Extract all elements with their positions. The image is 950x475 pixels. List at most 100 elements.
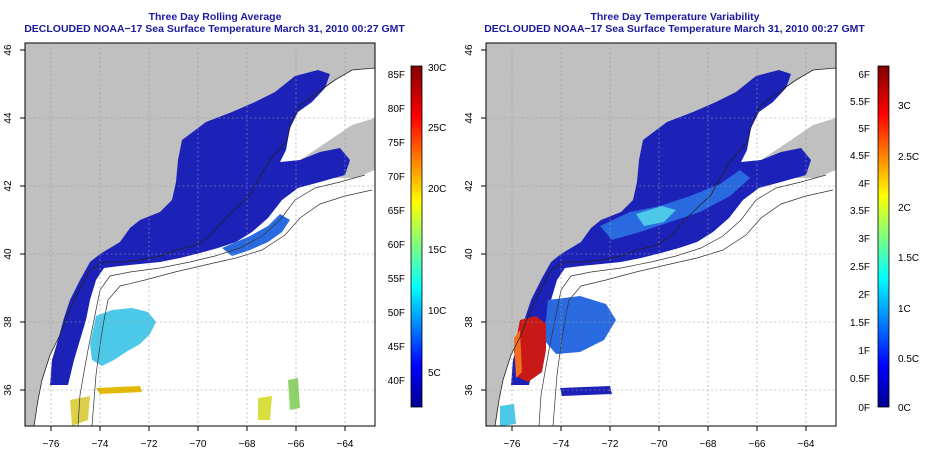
right-map-frame bbox=[485, 42, 837, 427]
right-cb-f-2: 2F bbox=[858, 290, 870, 301]
right-colorbar: 6F 5.5F 5F 4.5F 4F 3.5F 3F 2.5F 2F 1.5F … bbox=[850, 65, 919, 414]
right-cb-c-2-5: 2.5C bbox=[898, 152, 919, 163]
left-lat-tick-38: 38 bbox=[3, 316, 25, 328]
left-cb-f-85: 85F bbox=[388, 70, 405, 81]
right-cb-f-4: 4F bbox=[858, 179, 870, 190]
left-cb-f-80: 80F bbox=[388, 104, 405, 115]
svg-text:46: 46 bbox=[3, 44, 14, 56]
right-cb-c-0-5: 0.5C bbox=[898, 354, 919, 365]
right-var-mid-blue-band bbox=[600, 170, 750, 240]
right-lat-tick-40: 40 bbox=[464, 248, 486, 260]
left-map-title: Three Day Rolling Average bbox=[148, 11, 282, 23]
left-lon-tick-66: −66 bbox=[288, 426, 305, 450]
svg-text:38: 38 bbox=[464, 316, 475, 328]
right-lon-tick-74: −74 bbox=[553, 426, 570, 450]
left-sst-dark-blue bbox=[50, 70, 350, 385]
left-lon-tick-70: −70 bbox=[190, 426, 207, 450]
right-lat-tick-44: 44 bbox=[464, 112, 486, 124]
left-sst-warm-patch bbox=[70, 396, 90, 426]
left-cb-c-25: 25C bbox=[428, 123, 446, 134]
right-cb-f-0-5: 0.5F bbox=[850, 374, 870, 385]
left-sst-mid-blue bbox=[222, 214, 290, 256]
svg-text:−66: −66 bbox=[288, 439, 305, 450]
left-sst-green-patch bbox=[288, 378, 300, 410]
left-lat-tick-44: 44 bbox=[3, 112, 25, 124]
right-lon-tick-66: −66 bbox=[749, 426, 766, 450]
left-deep-contour bbox=[91, 189, 373, 426]
left-lon-tick-64: −64 bbox=[337, 426, 354, 450]
right-cb-f-5: 5F bbox=[858, 124, 870, 135]
right-colorbar-fahrenheit-labels: 6F 5.5F 5F 4.5F 4F 3.5F 3F 2.5F 2F 1.5F … bbox=[850, 70, 870, 414]
right-cb-f-0: 0F bbox=[858, 403, 870, 414]
left-cb-f-55: 55F bbox=[388, 274, 405, 285]
right-colorbar-gradient bbox=[877, 65, 890, 408]
right-cb-f-5-5: 5.5F bbox=[850, 97, 870, 108]
svg-text:46: 46 bbox=[464, 44, 475, 56]
left-sst-warm-streak bbox=[96, 386, 142, 394]
svg-text:44: 44 bbox=[464, 112, 475, 124]
right-lon-tick-68: −68 bbox=[700, 426, 717, 450]
svg-text:−72: −72 bbox=[602, 439, 619, 450]
left-colorbar-gradient bbox=[410, 65, 423, 408]
left-cb-c-20: 20C bbox=[428, 184, 446, 195]
svg-text:−64: −64 bbox=[337, 439, 354, 450]
right-lon-tick-70: −70 bbox=[651, 426, 668, 450]
svg-text:−64: −64 bbox=[798, 439, 815, 450]
left-cb-f-40: 40F bbox=[388, 376, 405, 387]
svg-text:42: 42 bbox=[3, 180, 14, 192]
right-lat-tick-36: 36 bbox=[464, 384, 486, 396]
right-lat-ticks: 36 38 40 42 44 46 bbox=[464, 44, 486, 396]
left-cb-c-5: 5C bbox=[428, 368, 441, 379]
right-lon-tick-76: −76 bbox=[504, 426, 521, 450]
svg-text:−76: −76 bbox=[43, 439, 60, 450]
left-gridlines bbox=[25, 43, 375, 426]
right-var-dark-blue bbox=[511, 70, 811, 385]
right-cb-c-2: 2C bbox=[898, 203, 911, 214]
left-colorbar-celsius-labels: 30C 25C 20C 15C 10C 5C bbox=[428, 63, 446, 379]
left-lon-tick-76: −76 bbox=[43, 426, 60, 450]
right-map-subtitle: DECLOUDED NOAA−17 Sea Surface Temperatur… bbox=[484, 23, 865, 35]
left-sst-yellow-patch bbox=[258, 396, 272, 420]
right-colorbar-celsius-labels: 3C 2.5C 2C 1.5C 1C 0.5C 0C bbox=[898, 101, 919, 414]
left-cb-f-45: 45F bbox=[388, 342, 405, 353]
right-var-cyan-patch bbox=[636, 206, 676, 226]
left-map bbox=[25, 43, 375, 426]
left-lat-ticks: 36 38 40 42 44 46 bbox=[3, 44, 25, 396]
right-lon-tick-64: −64 bbox=[798, 426, 815, 450]
right-cb-f-4-5: 4.5F bbox=[850, 151, 870, 162]
svg-text:42: 42 bbox=[464, 180, 475, 192]
right-lat-tick-38: 38 bbox=[464, 316, 486, 328]
svg-text:−70: −70 bbox=[190, 439, 207, 450]
left-cb-f-60: 60F bbox=[388, 240, 405, 251]
svg-text:−70: −70 bbox=[651, 439, 668, 450]
svg-text:36: 36 bbox=[464, 384, 475, 396]
right-cb-f-3: 3F bbox=[858, 234, 870, 245]
left-map-subtitle: DECLOUDED NOAA−17 Sea Surface Temperatur… bbox=[24, 23, 405, 35]
left-lat-tick-42: 42 bbox=[3, 180, 25, 192]
left-colorbar-fahrenheit-labels: 85F 80F 75F 70F 65F 60F 55F 50F 45F 40F bbox=[388, 70, 405, 387]
svg-text:−68: −68 bbox=[239, 439, 256, 450]
left-cb-f-75: 75F bbox=[388, 138, 405, 149]
left-colorbar: 85F 80F 75F 70F 65F 60F 55F 50F 45F 40F … bbox=[388, 63, 446, 408]
svg-text:−74: −74 bbox=[92, 439, 109, 450]
right-var-offshore-blue bbox=[560, 386, 612, 396]
right-deep-contour bbox=[552, 189, 834, 426]
left-cb-c-30: 30C bbox=[428, 63, 446, 74]
left-lat-tick-46: 46 bbox=[3, 44, 25, 56]
left-cb-f-50: 50F bbox=[388, 308, 405, 319]
right-cb-c-1: 1C bbox=[898, 304, 911, 315]
svg-text:36: 36 bbox=[3, 384, 14, 396]
right-lat-tick-46: 46 bbox=[464, 44, 486, 56]
left-lon-tick-72: −72 bbox=[141, 426, 158, 450]
right-map bbox=[486, 43, 836, 426]
left-lon-tick-74: −74 bbox=[92, 426, 109, 450]
right-lon-ticks: −76 −74 −72 −70 −68 −66 −64 bbox=[504, 426, 815, 450]
right-gridlines bbox=[486, 43, 836, 426]
svg-text:44: 44 bbox=[3, 112, 14, 124]
right-var-bottom-cyan bbox=[500, 404, 516, 426]
left-cb-c-15: 15C bbox=[428, 245, 446, 256]
svg-text:−76: −76 bbox=[504, 439, 521, 450]
svg-text:−66: −66 bbox=[749, 439, 766, 450]
right-lon-tick-72: −72 bbox=[602, 426, 619, 450]
